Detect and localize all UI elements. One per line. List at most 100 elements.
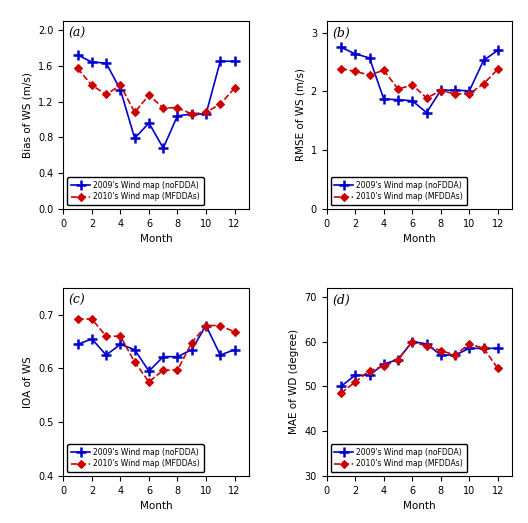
2009's Wind map (noFDDA) <box>74 52 81 58</box>
2010's Wind map (MFDDAs) <box>438 88 444 94</box>
2010's Wind map (MFDDAs) <box>160 367 166 373</box>
2009's Wind map (noFDDA) <box>188 347 195 353</box>
2010's Wind map (MFDDAs) <box>480 345 487 351</box>
2010's Wind map (MFDDAs) <box>117 333 124 339</box>
Legend: 2009's Wind map (noFDDA), 2010's Wind map (MFDDAs): 2009's Wind map (noFDDA), 2010's Wind ma… <box>67 177 204 205</box>
2009's Wind map (noFDDA) <box>146 368 152 374</box>
2010's Wind map (MFDDAs) <box>217 101 223 107</box>
Line: 2009's Wind map (noFDDA): 2009's Wind map (noFDDA) <box>336 337 503 391</box>
2010's Wind map (MFDDAs) <box>381 363 387 369</box>
2010's Wind map (MFDDAs) <box>452 352 458 358</box>
2009's Wind map (noFDDA) <box>160 145 166 151</box>
2010's Wind map (MFDDAs) <box>495 366 501 372</box>
2010's Wind map (MFDDAs) <box>131 109 138 116</box>
2009's Wind map (noFDDA) <box>103 352 109 358</box>
2010's Wind map (MFDDAs) <box>366 72 373 78</box>
2009's Wind map (noFDDA) <box>409 98 416 104</box>
X-axis label: Month: Month <box>403 501 436 511</box>
2009's Wind map (noFDDA) <box>452 87 458 94</box>
2010's Wind map (MFDDAs) <box>146 92 152 98</box>
2010's Wind map (MFDDAs) <box>89 316 95 322</box>
2010's Wind map (MFDDAs) <box>466 340 473 347</box>
Line: 2010's Wind map (MFDDAs): 2010's Wind map (MFDDAs) <box>338 66 501 100</box>
2009's Wind map (noFDDA) <box>89 59 95 65</box>
2009's Wind map (noFDDA) <box>381 361 387 367</box>
2009's Wind map (noFDDA) <box>131 347 138 353</box>
Line: 2009's Wind map (noFDDA): 2009's Wind map (noFDDA) <box>73 321 239 376</box>
Line: 2009's Wind map (noFDDA): 2009's Wind map (noFDDA) <box>73 50 239 153</box>
2010's Wind map (MFDDAs) <box>160 105 166 111</box>
Line: 2010's Wind map (MFDDAs): 2010's Wind map (MFDDAs) <box>338 339 501 396</box>
2009's Wind map (noFDDA) <box>117 341 124 347</box>
2010's Wind map (MFDDAs) <box>495 66 501 72</box>
2009's Wind map (noFDDA) <box>338 44 344 51</box>
2009's Wind map (noFDDA) <box>146 120 152 126</box>
2010's Wind map (MFDDAs) <box>217 322 223 328</box>
2010's Wind map (MFDDAs) <box>174 367 181 373</box>
Text: (d): (d) <box>332 293 350 306</box>
2010's Wind map (MFDDAs) <box>174 105 181 111</box>
2009's Wind map (noFDDA) <box>203 111 209 117</box>
Line: 2009's Wind map (noFDDA): 2009's Wind map (noFDDA) <box>336 42 503 118</box>
2009's Wind map (noFDDA) <box>480 345 487 351</box>
2010's Wind map (MFDDAs) <box>423 95 430 101</box>
2009's Wind map (noFDDA) <box>188 111 195 117</box>
Line: 2010's Wind map (MFDDAs): 2010's Wind map (MFDDAs) <box>75 316 237 385</box>
2010's Wind map (MFDDAs) <box>74 316 81 322</box>
2009's Wind map (noFDDA) <box>452 352 458 358</box>
2009's Wind map (noFDDA) <box>480 57 487 63</box>
2009's Wind map (noFDDA) <box>174 354 181 360</box>
2009's Wind map (noFDDA) <box>203 322 209 328</box>
Y-axis label: Bias of WS (m/s): Bias of WS (m/s) <box>23 72 33 158</box>
2010's Wind map (MFDDAs) <box>466 90 473 97</box>
2010's Wind map (MFDDAs) <box>103 91 109 97</box>
2009's Wind map (noFDDA) <box>381 96 387 102</box>
2010's Wind map (MFDDAs) <box>188 111 195 117</box>
2010's Wind map (MFDDAs) <box>203 322 209 328</box>
2009's Wind map (noFDDA) <box>352 51 359 57</box>
2010's Wind map (MFDDAs) <box>103 333 109 339</box>
2009's Wind map (noFDDA) <box>352 372 359 378</box>
Legend: 2009's Wind map (noFDDA), 2010's Wind map (MFDDAs): 2009's Wind map (noFDDA), 2010's Wind ma… <box>67 444 204 472</box>
2010's Wind map (MFDDAs) <box>131 359 138 365</box>
2010's Wind map (MFDDAs) <box>480 81 487 87</box>
2009's Wind map (noFDDA) <box>217 58 223 64</box>
2009's Wind map (noFDDA) <box>74 341 81 347</box>
2010's Wind map (MFDDAs) <box>381 67 387 73</box>
2009's Wind map (noFDDA) <box>366 372 373 378</box>
2009's Wind map (noFDDA) <box>217 352 223 358</box>
2010's Wind map (MFDDAs) <box>74 65 81 72</box>
2010's Wind map (MFDDAs) <box>395 356 401 362</box>
2010's Wind map (MFDDAs) <box>231 85 238 91</box>
2010's Wind map (MFDDAs) <box>395 86 401 92</box>
Text: (a): (a) <box>69 27 86 40</box>
2009's Wind map (noFDDA) <box>395 97 401 103</box>
2010's Wind map (MFDDAs) <box>409 82 416 88</box>
2009's Wind map (noFDDA) <box>231 347 238 353</box>
2010's Wind map (MFDDAs) <box>452 90 458 97</box>
2009's Wind map (noFDDA) <box>495 345 501 351</box>
2009's Wind map (noFDDA) <box>103 60 109 66</box>
Y-axis label: RMSE of WS (m/s): RMSE of WS (m/s) <box>295 69 305 162</box>
2009's Wind map (noFDDA) <box>409 338 416 345</box>
Legend: 2009's Wind map (noFDDA), 2010's Wind map (MFDDAs): 2009's Wind map (noFDDA), 2010's Wind ma… <box>331 444 467 472</box>
2009's Wind map (noFDDA) <box>466 345 473 351</box>
X-axis label: Month: Month <box>140 501 173 511</box>
2009's Wind map (noFDDA) <box>423 340 430 347</box>
2010's Wind map (MFDDAs) <box>409 338 416 345</box>
X-axis label: Month: Month <box>140 234 173 244</box>
2010's Wind map (MFDDAs) <box>203 109 209 116</box>
2009's Wind map (noFDDA) <box>423 109 430 116</box>
2009's Wind map (noFDDA) <box>131 135 138 141</box>
2009's Wind map (noFDDA) <box>89 336 95 342</box>
2009's Wind map (noFDDA) <box>495 47 501 53</box>
2010's Wind map (MFDDAs) <box>352 69 359 75</box>
2009's Wind map (noFDDA) <box>160 354 166 360</box>
2009's Wind map (noFDDA) <box>366 55 373 61</box>
2009's Wind map (noFDDA) <box>438 352 444 358</box>
2010's Wind map (MFDDAs) <box>89 82 95 88</box>
Text: (c): (c) <box>69 293 86 306</box>
2009's Wind map (noFDDA) <box>117 87 124 93</box>
2010's Wind map (MFDDAs) <box>366 368 373 374</box>
2010's Wind map (MFDDAs) <box>117 82 124 88</box>
